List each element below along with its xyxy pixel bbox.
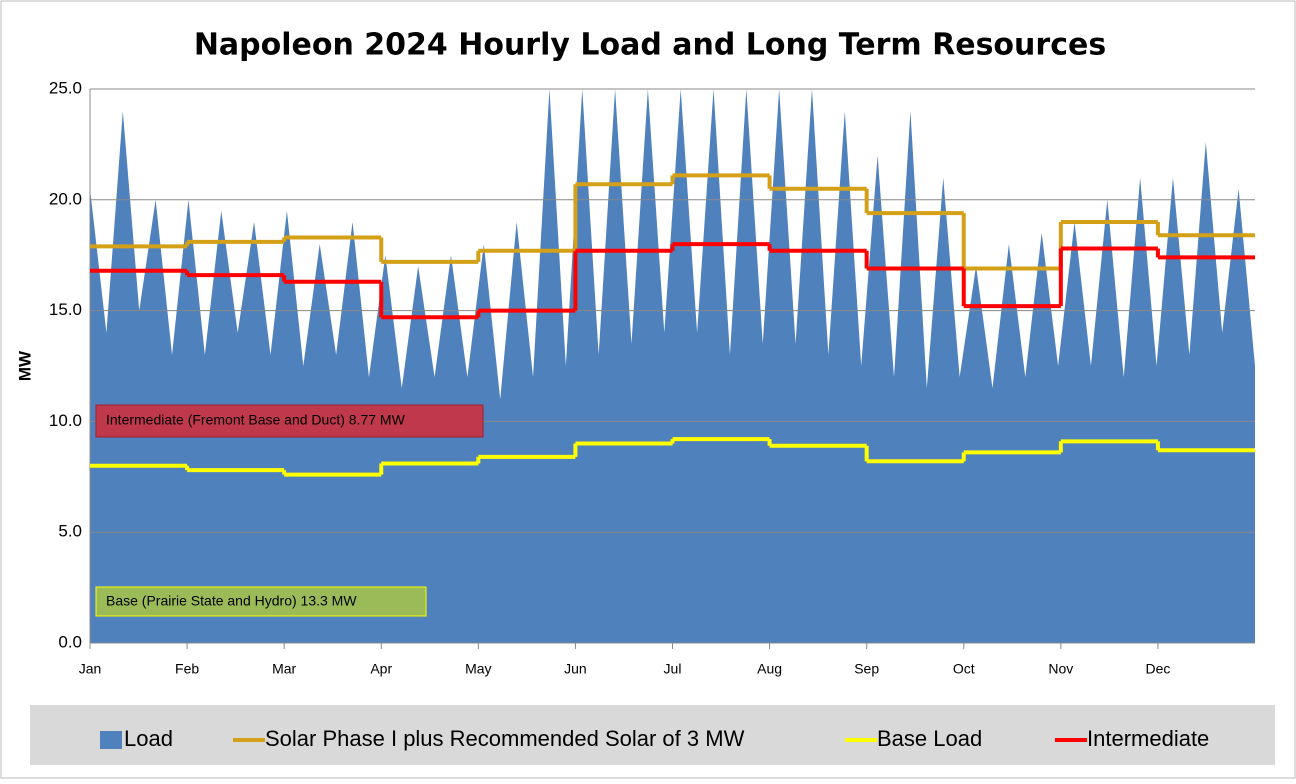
x-tick-label: Apr xyxy=(370,661,392,677)
load-area xyxy=(90,89,1255,643)
y-tick-label: 10.0 xyxy=(49,411,82,430)
x-tick-label: Oct xyxy=(953,661,975,677)
legend-label: Intermediate xyxy=(1087,726,1209,751)
x-tick-label: Nov xyxy=(1048,661,1073,677)
x-tick-label: Jan xyxy=(79,661,102,677)
legend-label: Load xyxy=(124,726,173,751)
y-tick-label: 25.0 xyxy=(49,78,82,97)
x-tick-label: May xyxy=(465,661,491,677)
y-axis-label: MW xyxy=(15,350,34,381)
x-tick-label: Mar xyxy=(272,661,296,677)
chart-title: Napoleon 2024 Hourly Load and Long Term … xyxy=(194,28,1106,63)
x-tick-label: Sep xyxy=(854,661,879,677)
annotation-box xyxy=(95,404,484,438)
annotation-box xyxy=(95,586,427,617)
x-tick-label: Jul xyxy=(664,661,682,677)
y-tick-label: 20.0 xyxy=(49,189,82,208)
x-tick-label: Aug xyxy=(757,661,782,677)
annotation: Base (Prairie State and Hydro) 13.3 MW xyxy=(106,593,357,609)
y-tick-label: 5.0 xyxy=(58,522,82,541)
y-tick-label: 15.0 xyxy=(49,300,82,319)
x-tick-label: Feb xyxy=(175,661,199,677)
legend-swatch xyxy=(100,731,122,749)
x-tick-label: Jun xyxy=(564,661,587,677)
annotation: Intermediate (Fremont Base and Duct) 8.7… xyxy=(106,412,406,428)
y-tick-label: 0.0 xyxy=(58,632,82,651)
legend-label: Base Load xyxy=(877,726,982,751)
legend-label: Solar Phase I plus Recommended Solar of … xyxy=(265,726,745,751)
legend-box xyxy=(30,705,1275,765)
x-tick-label: Dec xyxy=(1145,661,1170,677)
